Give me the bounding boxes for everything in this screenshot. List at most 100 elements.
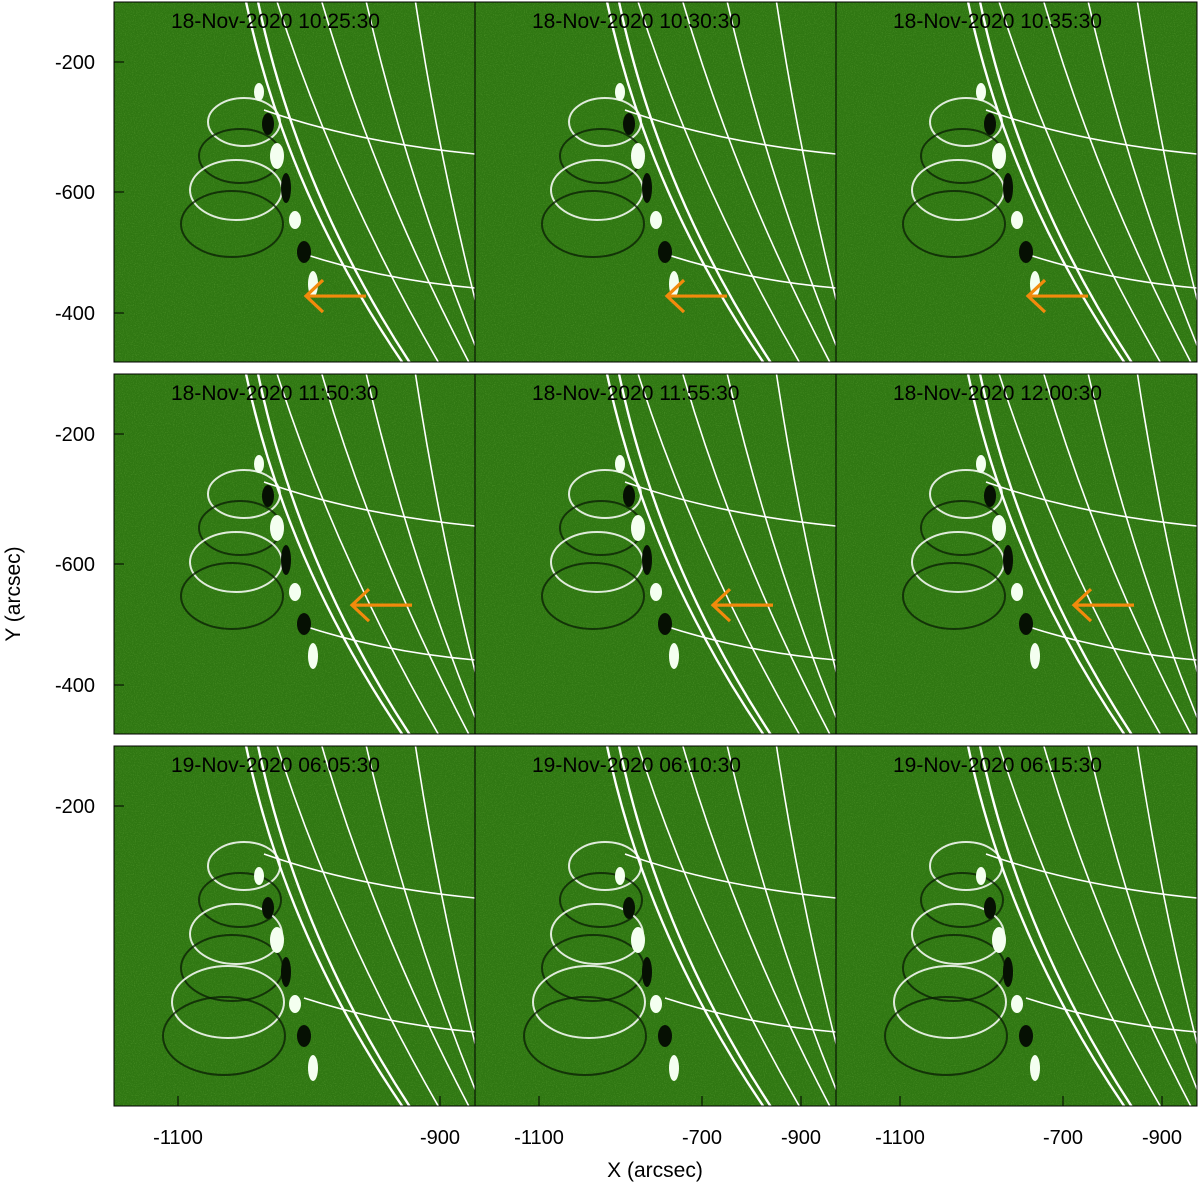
longitude-line [1087,374,1197,720]
coronal-loop [198,872,282,928]
active-region-patch [1003,173,1013,203]
active-region-patch [642,173,652,203]
active-region-patch [1003,545,1013,575]
image-panel: 18-Nov-2020 10:30:30 [474,1,837,363]
active-region-patch [631,927,645,953]
coronal-loop [523,996,647,1076]
panel-timestamp: 19-Nov-2020 06:05:30 [171,754,380,777]
active-region-patch [976,455,986,473]
coronal-loop [541,562,645,630]
x-tick-label: -1100 [514,1127,564,1149]
active-region-patch [289,583,301,601]
x-axis-ticks: -1100-900-700-1100-900-700-1100-900-700 [153,1096,1182,1149]
latitude-line [664,625,836,661]
coronal-loop [207,841,281,891]
coronal-loop [929,469,1003,519]
active-region-patch [669,643,679,669]
active-region-patch [262,897,274,919]
active-region-patch [984,897,996,919]
latitude-line [1025,253,1197,289]
panel-timestamp: 18-Nov-2020 10:35:30 [893,10,1102,33]
coronal-loop [559,872,643,928]
event-arrow [349,587,412,623]
coronal-loop [180,562,284,630]
solar-limb [605,746,765,1106]
longitude-line [321,374,470,734]
solar-limb-inner [256,746,411,1106]
active-region-patch [623,485,635,507]
longitude-line [726,746,836,1092]
panel-texture [475,374,836,734]
latitude-line [664,253,836,289]
longitude-line [414,2,475,303]
panel-frame [835,1,1198,363]
panel-timestamp: 18-Nov-2020 12:00:30 [893,382,1102,405]
panel-timestamp: 18-Nov-2020 11:50:30 [171,382,378,405]
active-region-patch [308,643,318,669]
longitude-line [637,2,801,362]
solar-limb [244,374,404,734]
active-region-patch [650,583,662,601]
y-tick-label: -400 [55,675,95,697]
event-arrow [303,278,366,314]
longitude-line [365,746,475,1092]
panel-texture [836,746,1197,1106]
active-region-patch [1011,995,1023,1013]
latitude-line [303,997,475,1033]
x-tick-label: -900 [1142,1127,1182,1149]
coronal-loop [207,97,281,147]
latitude-line [985,109,1197,155]
image-panel: 18-Nov-2020 10:25:30 [113,1,476,363]
active-region-patch [281,545,291,575]
solar-limb [966,2,1126,362]
solar-limb-inner [256,374,411,734]
panel-texture [114,746,475,1106]
latitude-line [624,853,836,899]
solar-limb-inner [617,746,772,1106]
longitude-line [775,374,836,675]
longitude-line [414,746,475,1047]
active-region-patch [254,867,264,885]
coronal-loop [568,469,642,519]
coronal-loop [541,190,645,258]
panel-timestamp: 18-Nov-2020 10:25:30 [171,10,380,33]
panel-texture [836,374,1197,734]
active-region-patch [1019,241,1033,263]
active-region-patch [976,867,986,885]
panel-texture [114,374,475,734]
longitude-line [1043,746,1192,1106]
active-region-patch [658,613,672,635]
longitude-line [1136,2,1197,303]
active-region-patch [631,515,645,541]
image-panel: 19-Nov-2020 06:10:30 [474,587,837,1107]
solar-limb [966,374,1126,734]
panel-texture [475,746,836,1106]
active-region-patch [308,1055,318,1081]
active-region-patch [270,927,284,953]
coronal-loop [180,190,284,258]
y-tick-label: -400 [55,303,95,325]
image-panel: 18-Nov-2020 12:00:30 [835,278,1198,735]
coronal-loop [207,469,281,519]
coronal-loop [568,841,642,891]
active-region-patch [1019,613,1033,635]
active-region-patch [669,1055,679,1081]
active-region-patch [297,613,311,635]
coronal-loop [929,97,1003,147]
image-panel: 19-Nov-2020 06:05:30 [113,587,476,1107]
latitude-line [263,109,475,155]
active-region-patch [1003,957,1013,987]
longitude-line [276,374,440,734]
latitude-line [985,481,1197,527]
active-region-patch [642,545,652,575]
latitude-line [1025,997,1197,1033]
panel-timestamp: 18-Nov-2020 10:30:30 [532,10,741,33]
y-tick-label: -600 [55,554,95,576]
y-axis-ticks: -200-400-600-200-400-600-200-400-600 [55,52,124,818]
event-arrow [710,587,773,623]
active-region-patch [270,143,284,169]
panel-texture [836,2,1197,362]
panel-grid: 18-Nov-2020 10:25:30 18-Nov-2020 10:30:30… [113,1,1198,1107]
panel-texture [475,2,836,362]
x-axis-title: X (arcsec) [607,1159,703,1182]
